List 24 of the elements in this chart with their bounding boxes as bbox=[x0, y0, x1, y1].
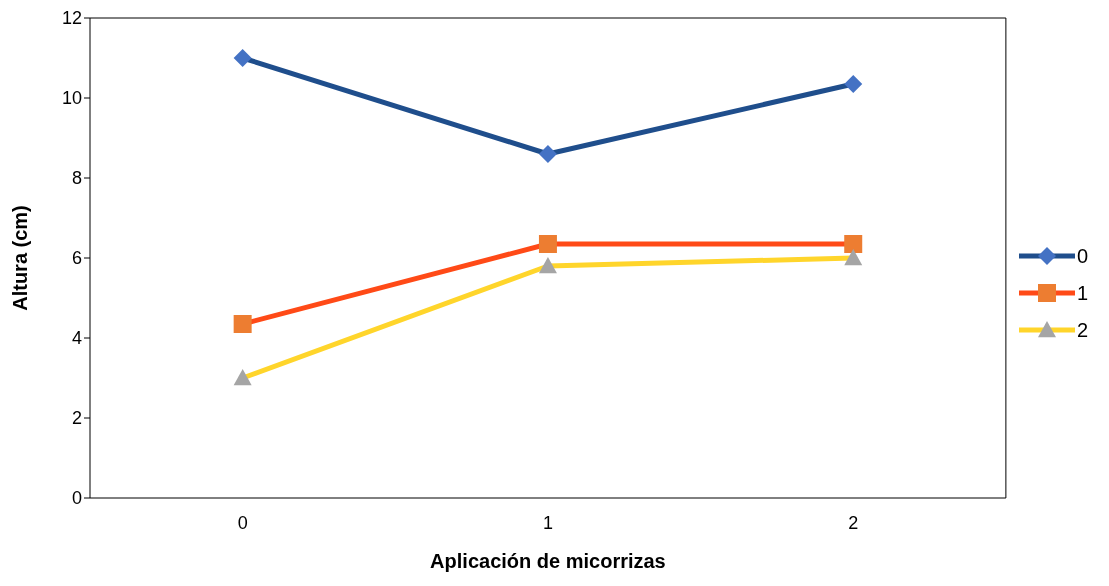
legend-label: 1 bbox=[1076, 281, 1088, 305]
x-tick-label: 0 bbox=[237, 512, 248, 533]
point bbox=[844, 235, 863, 253]
x-tick-label: 2 bbox=[848, 512, 859, 533]
point bbox=[844, 249, 863, 266]
x-tick-label: 1 bbox=[542, 512, 553, 533]
y-tick-label: 12 bbox=[61, 8, 82, 29]
y-tick-label: 6 bbox=[71, 248, 82, 269]
x-axis-title: Aplicación de micorrizas bbox=[430, 550, 666, 572]
y-tick-label: 4 bbox=[71, 328, 82, 349]
point bbox=[538, 145, 557, 163]
point bbox=[538, 257, 557, 274]
point bbox=[233, 315, 252, 333]
point bbox=[233, 369, 252, 386]
y-tick-label: 2 bbox=[71, 408, 82, 429]
y-tick-label: 8 bbox=[71, 168, 82, 189]
y-axis-title: Altura (cm) bbox=[9, 205, 32, 311]
y-tick-label: 0 bbox=[71, 488, 82, 509]
y-tick-label: 10 bbox=[61, 88, 82, 109]
legend-label: 0 bbox=[1076, 244, 1088, 268]
point bbox=[538, 235, 557, 253]
point bbox=[233, 49, 252, 67]
point bbox=[844, 75, 863, 93]
legend-label: 2 bbox=[1076, 318, 1088, 342]
